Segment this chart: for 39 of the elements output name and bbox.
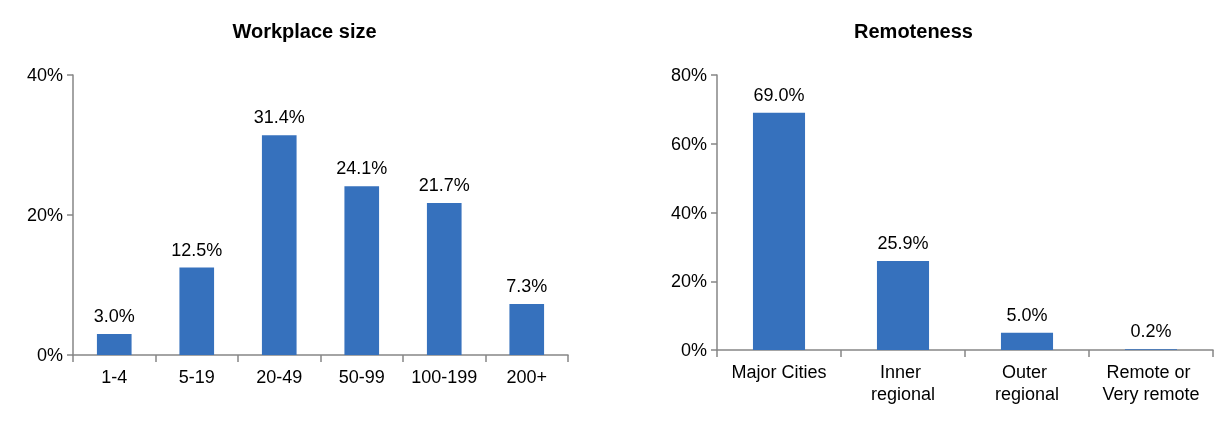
bar xyxy=(96,334,132,355)
data-label: 31.4% xyxy=(253,107,305,128)
chart-title: Workplace size xyxy=(232,20,377,42)
y-tick-label: 80% xyxy=(670,65,707,85)
bar xyxy=(179,267,215,355)
data-label: 0.2% xyxy=(1130,321,1172,342)
data-label: 12.5% xyxy=(171,239,223,260)
y-tick-label: 0% xyxy=(36,345,63,365)
data-label: 24.1% xyxy=(336,158,388,179)
x-tick-label: 5-19 xyxy=(178,367,215,387)
x-tick-label: 20-49 xyxy=(256,367,303,387)
chart-title: Remoteness xyxy=(854,20,973,42)
x-tick-label: Outer regional xyxy=(994,362,1060,404)
x-tick-label: 50-99 xyxy=(338,367,385,387)
bar xyxy=(426,203,462,355)
x-tick-label: Remote or Very remote xyxy=(1102,362,1200,404)
data-label: 69.0% xyxy=(753,84,805,105)
y-tick-label: 20% xyxy=(670,271,707,292)
bar xyxy=(1000,332,1054,350)
bar xyxy=(752,112,806,350)
x-tick-label: 100-199 xyxy=(411,367,478,387)
y-tick-label: 40% xyxy=(26,65,63,85)
data-label: 5.0% xyxy=(1006,304,1048,325)
bar xyxy=(344,186,380,355)
data-label: 21.7% xyxy=(418,175,470,196)
data-label: 25.9% xyxy=(877,232,929,253)
y-tick-label: 0% xyxy=(680,340,707,360)
x-tick-label: Inner regional xyxy=(870,362,936,404)
data-label: 7.3% xyxy=(506,275,548,296)
y-tick-label: 40% xyxy=(670,202,707,223)
x-tick-label: 200+ xyxy=(506,367,548,387)
bar xyxy=(509,303,545,355)
data-label: 3.0% xyxy=(93,306,135,326)
x-tick-label: 1-4 xyxy=(101,367,128,387)
bar xyxy=(876,260,930,350)
x-tick-label: Major Cities xyxy=(731,362,827,382)
y-tick-label: 60% xyxy=(670,133,707,154)
bar xyxy=(261,135,297,355)
y-tick-label: 20% xyxy=(26,205,63,225)
